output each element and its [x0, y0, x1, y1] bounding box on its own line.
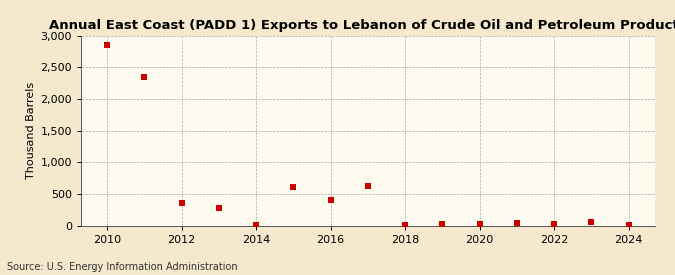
Point	[623, 223, 634, 227]
Point	[139, 75, 150, 79]
Point	[176, 201, 187, 205]
Point	[213, 206, 224, 211]
Point	[288, 185, 299, 189]
Point	[400, 223, 410, 227]
Point	[512, 221, 522, 225]
Point	[475, 222, 485, 226]
Text: Source: U.S. Energy Information Administration: Source: U.S. Energy Information Administ…	[7, 262, 238, 272]
Point	[362, 184, 373, 188]
Point	[250, 223, 261, 227]
Point	[437, 221, 448, 226]
Point	[549, 222, 560, 226]
Point	[325, 198, 336, 202]
Point	[586, 220, 597, 224]
Y-axis label: Thousand Barrels: Thousand Barrels	[26, 82, 36, 179]
Title: Annual East Coast (PADD 1) Exports to Lebanon of Crude Oil and Petroleum Product: Annual East Coast (PADD 1) Exports to Le…	[49, 19, 675, 32]
Point	[102, 43, 113, 48]
